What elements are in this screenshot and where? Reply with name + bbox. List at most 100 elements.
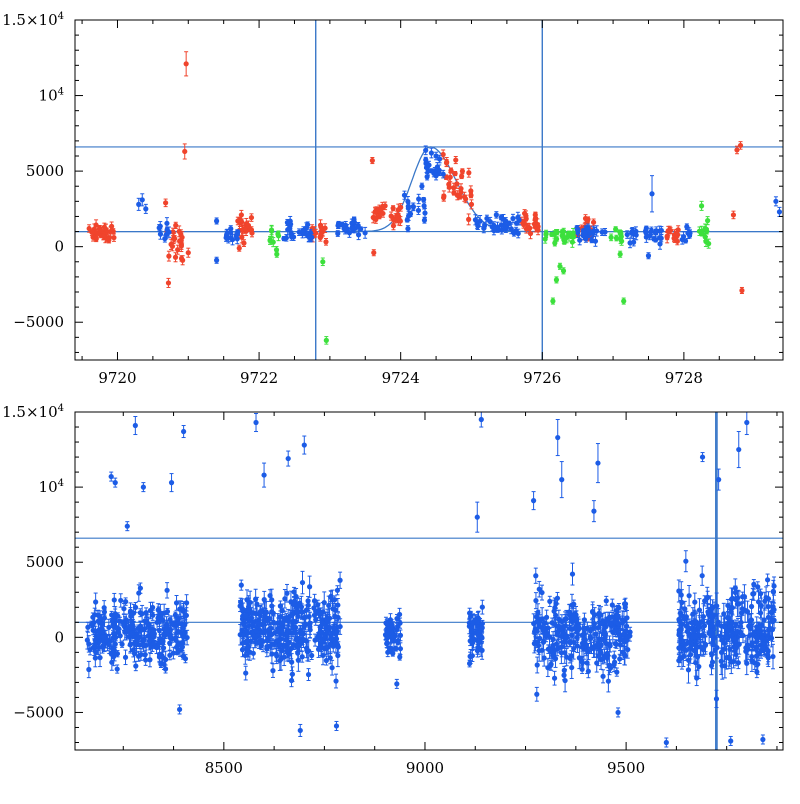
series-red-point bbox=[246, 223, 251, 228]
series-red-point bbox=[731, 212, 736, 217]
series-all-point bbox=[115, 613, 120, 618]
series-blue-point bbox=[473, 217, 478, 222]
series-green-point bbox=[621, 298, 626, 303]
series-blue-point bbox=[633, 229, 638, 234]
series-blue-point bbox=[411, 204, 416, 209]
series-all-point bbox=[240, 647, 245, 652]
series-red-point bbox=[313, 230, 318, 235]
series-all-point bbox=[280, 621, 285, 626]
series-red-point bbox=[166, 280, 171, 285]
series-red-point bbox=[398, 205, 403, 210]
series-red-point bbox=[249, 215, 254, 220]
series-all-point bbox=[118, 598, 123, 603]
series-all-point bbox=[398, 646, 403, 651]
series-red-point bbox=[370, 158, 375, 163]
series-all-point bbox=[92, 645, 97, 650]
series-all-point bbox=[307, 584, 312, 589]
series-all-point bbox=[262, 597, 267, 602]
series-blue-point bbox=[653, 230, 658, 235]
series-green-point bbox=[699, 203, 704, 208]
series-all-point bbox=[138, 586, 143, 591]
series-blue-point bbox=[657, 241, 662, 246]
series-all-point bbox=[397, 612, 402, 617]
series-red-point bbox=[453, 171, 458, 176]
series-green-point bbox=[561, 229, 566, 234]
series-red-point bbox=[182, 149, 187, 154]
series-all-point bbox=[298, 627, 303, 632]
series-all-point bbox=[249, 616, 254, 621]
series-all-point bbox=[101, 635, 106, 640]
series-blue-point bbox=[143, 206, 148, 211]
y-tick-label-exponent: 4 bbox=[58, 11, 64, 22]
series-all-point bbox=[171, 622, 176, 627]
series-blue-point bbox=[437, 168, 442, 173]
series-blue-point bbox=[235, 232, 240, 237]
x-tick-label: 9722 bbox=[240, 369, 278, 387]
series-all-point bbox=[469, 629, 474, 634]
series-all-point bbox=[184, 600, 189, 605]
series-blue-point bbox=[405, 226, 410, 231]
series-blue-point bbox=[421, 203, 426, 208]
y-tick-label-base: 5000 bbox=[26, 162, 64, 180]
series-blue-point bbox=[495, 225, 500, 230]
series-blue-point bbox=[687, 231, 692, 236]
series-all-point bbox=[338, 624, 343, 629]
series-all-point bbox=[277, 658, 282, 663]
series-blue-point bbox=[475, 223, 480, 228]
x-tick-label: 9726 bbox=[523, 369, 561, 387]
series-blue-point bbox=[777, 209, 782, 214]
series-green-point bbox=[550, 298, 555, 303]
series-all-point bbox=[245, 630, 250, 635]
series-blue-point bbox=[214, 258, 219, 263]
series-red-point bbox=[391, 223, 396, 228]
series-all-point bbox=[289, 660, 294, 665]
series-all-point bbox=[238, 632, 243, 637]
series-blue-point bbox=[165, 227, 170, 232]
series-green-point bbox=[324, 338, 329, 343]
series-red-point bbox=[466, 217, 471, 222]
series-all-point bbox=[312, 638, 317, 643]
series-all-point bbox=[140, 611, 145, 616]
series-all-point bbox=[164, 588, 169, 593]
series-blue-point bbox=[158, 224, 163, 229]
series-red-point bbox=[184, 61, 189, 66]
series-all-point bbox=[304, 646, 309, 651]
series-red-point bbox=[383, 203, 388, 208]
series-all-point bbox=[289, 678, 294, 683]
series-green-point bbox=[609, 235, 614, 240]
series-all-point bbox=[296, 644, 301, 649]
series-blue-point bbox=[647, 234, 652, 239]
series-all-point bbox=[319, 640, 324, 645]
series-all-point bbox=[239, 583, 244, 588]
series-red-point bbox=[170, 244, 175, 249]
series-all-point bbox=[90, 622, 95, 627]
series-red-point bbox=[528, 231, 533, 236]
series-green-point bbox=[619, 234, 624, 239]
series-all-point bbox=[614, 670, 619, 675]
series-red-point bbox=[591, 220, 596, 225]
series-all-point bbox=[144, 643, 149, 648]
x-tick-label: 9720 bbox=[98, 369, 136, 387]
series-blue-point bbox=[484, 216, 489, 221]
series-blue-point bbox=[631, 240, 636, 245]
series-green-point bbox=[705, 218, 710, 223]
series-all-point bbox=[238, 603, 243, 608]
series-green-point bbox=[618, 252, 623, 257]
series-blue-point bbox=[140, 197, 145, 202]
series-blue-point bbox=[423, 148, 428, 153]
series-blue-point bbox=[591, 229, 596, 234]
series-blue-point bbox=[356, 223, 361, 228]
series-all-point bbox=[275, 629, 280, 634]
series-all-point bbox=[243, 624, 248, 629]
series-all-point bbox=[331, 644, 336, 649]
series-blue-point bbox=[164, 221, 169, 226]
series-blue-point bbox=[773, 199, 778, 204]
axes-frame bbox=[75, 20, 783, 360]
series-blue-point bbox=[285, 220, 290, 225]
y-tick-label-exponent: 4 bbox=[58, 87, 64, 98]
series-red-point bbox=[109, 224, 114, 229]
series-all-point bbox=[325, 618, 330, 623]
y-tick-label-base: −5000 bbox=[13, 313, 64, 331]
series-green-point bbox=[544, 232, 549, 237]
y-tick-label: 0 bbox=[54, 238, 64, 256]
